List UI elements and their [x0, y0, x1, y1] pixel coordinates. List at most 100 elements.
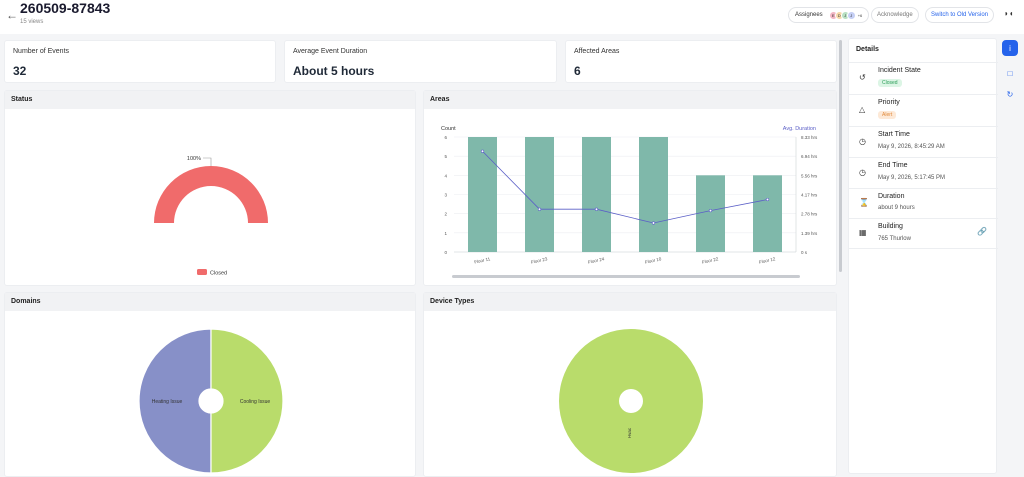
- avg-duration-point: [651, 221, 656, 225]
- info-icon[interactable]: i: [1002, 40, 1018, 56]
- domains-chart: Heating Issue Cooling Issue: [138, 328, 284, 474]
- y2-tick-label: 2.78 hrs: [801, 212, 818, 217]
- detail-label: End Time: [878, 162, 908, 169]
- legend-label-closed: Closed: [210, 271, 227, 277]
- bar: [468, 137, 497, 252]
- y-tick-label: 2: [444, 212, 447, 217]
- stat-value: 6: [574, 64, 581, 78]
- panel-title: Status: [5, 91, 415, 109]
- bar: [696, 175, 725, 252]
- stat-card-areas: Affected Areas 6: [565, 40, 837, 83]
- y-tick-label: 3: [444, 193, 447, 198]
- status-badge: Closed: [878, 79, 902, 87]
- status-chart: 100% Closed: [154, 156, 268, 277]
- refresh-circle-icon: ↺: [859, 73, 866, 82]
- detail-label: Duration: [878, 193, 905, 200]
- legend-swatch-closed: [197, 269, 207, 275]
- detail-label: Building: [878, 223, 903, 230]
- pie-slice-cooling: [210, 328, 284, 474]
- legend-label-avg-duration: Avg. Duration: [783, 126, 816, 132]
- panel-title: Areas: [424, 91, 836, 109]
- detail-label: Incident State: [878, 67, 921, 74]
- stat-card-events: Number of Events 32: [4, 40, 276, 83]
- slice-label-hvac: Hvac: [627, 427, 632, 438]
- bar: [525, 137, 554, 252]
- avg-duration-point: [594, 207, 599, 211]
- warning-triangle-icon: △: [859, 105, 866, 114]
- domains-panel: Domains Heating Issue Cooling Issue: [4, 292, 416, 477]
- avg-duration-line: [482, 150, 768, 224]
- arrow-left-icon[interactable]: ←: [6, 8, 18, 22]
- areas-panel: Areas Count Avg. Duration 0 1 2 3 4 5 6 0 s 1.39 h…: [423, 90, 837, 286]
- hourglass-icon: ⌛: [859, 198, 869, 207]
- detail-value: 765 Thurlow: [878, 236, 911, 242]
- pie-slice-closed: [154, 166, 268, 223]
- avatar: J: [846, 10, 856, 20]
- areas-chart: Count Avg. Duration 0 1 2 3 4 5 6 0 s 1.39 hrs 2.78…: [441, 126, 818, 278]
- details-panel: Details ↺ Incident State Closed △ Priori…: [848, 38, 998, 474]
- detail-duration: ⌛ Duration about 9 hours: [849, 188, 998, 218]
- detail-value: May 9, 2026, 5:17:45 PM: [878, 175, 946, 181]
- stat-card-duration: Average Event Duration About 5 hours: [284, 40, 557, 83]
- pie-slice-heating: [138, 328, 212, 474]
- y2-tick-label: 4.17 hrs: [801, 193, 818, 198]
- y-axis-title: Count: [441, 126, 456, 132]
- y-tick-label: 4: [444, 173, 447, 178]
- pie-slice-hvac: [559, 329, 703, 473]
- assignee-more-count: +6: [857, 12, 863, 18]
- bar: [639, 137, 668, 252]
- y-tick-label: 0: [444, 250, 447, 255]
- building-icon: ▦: [859, 228, 867, 237]
- y-tick-label: 6: [444, 135, 447, 140]
- divider: [849, 248, 998, 249]
- comment-icon[interactable]: □: [1007, 68, 1013, 78]
- link-icon[interactable]: 🔗: [977, 227, 987, 236]
- slice-label-heating: Heating Issue: [152, 399, 183, 405]
- x-tick-label: Floor 11: [474, 256, 491, 264]
- acknowledge-button[interactable]: Acknowledge: [871, 7, 919, 23]
- device-types-panel: Device Types Hvac: [423, 292, 837, 477]
- refresh-icon[interactable]: ↻: [1006, 89, 1014, 99]
- vertical-scrollbar[interactable]: [839, 40, 842, 272]
- device-types-chart: Hvac: [559, 329, 703, 473]
- y2-tick-label: 5.56 hrs: [801, 173, 818, 178]
- x-tick-label: Floor 24: [588, 256, 606, 264]
- detail-building: ▦ Building 765 Thurlow 🔗: [849, 218, 998, 248]
- clock-icon: ◷: [859, 168, 866, 177]
- bar: [753, 175, 782, 252]
- detail-start-time: ◷ Start Time May 9, 2026, 8:45:29 AM: [849, 126, 998, 157]
- assignees-label: Assignees: [795, 12, 823, 18]
- x-tick-label: Floor 22: [702, 256, 720, 264]
- panel-title: Domains: [5, 293, 415, 311]
- detail-priority: △ Priority Alert: [849, 94, 998, 126]
- detail-value: about 9 hours: [878, 205, 915, 211]
- assignees-button[interactable]: Assignees E D J J +6: [788, 7, 870, 23]
- incident-id: 260509-87843: [20, 0, 111, 16]
- x-tick-label: Floor 10: [645, 256, 663, 264]
- y2-tick-label: 6.94 hrs: [801, 154, 818, 159]
- y2-tick-label: 8.33 hrs: [801, 135, 818, 140]
- x-tick-label: Floor 23: [531, 256, 549, 264]
- details-title: Details: [856, 46, 879, 53]
- avg-duration-point: [537, 207, 542, 211]
- panel-title: Device Types: [424, 293, 836, 311]
- y-tick-label: 5: [444, 154, 447, 159]
- x-tick-label: Floor 12: [759, 256, 777, 264]
- y-tick-label: 1: [444, 231, 447, 236]
- avg-duration-point: [765, 197, 770, 202]
- detail-value: May 9, 2026, 8:45:29 AM: [878, 144, 945, 150]
- horizontal-scrollbar: [452, 275, 800, 278]
- collapse-panel-icon[interactable]: ◗◖: [1004, 9, 1014, 18]
- slice-label: 100%: [187, 156, 201, 162]
- detail-label: Priority: [878, 99, 900, 106]
- y2-tick-label: 0 s: [801, 250, 808, 255]
- avg-duration-point: [708, 208, 713, 213]
- y2-tick-label: 1.39 hrs: [801, 231, 818, 236]
- slice-label-line: [203, 157, 212, 166]
- slice-label-cooling: Cooling Issue: [240, 399, 271, 405]
- clock-icon: ◷: [859, 137, 866, 146]
- stat-value: 32: [13, 64, 27, 78]
- stat-value: About 5 hours: [293, 64, 375, 78]
- switch-old-version-button[interactable]: Switch to Old Version: [925, 7, 995, 23]
- bar: [582, 137, 611, 252]
